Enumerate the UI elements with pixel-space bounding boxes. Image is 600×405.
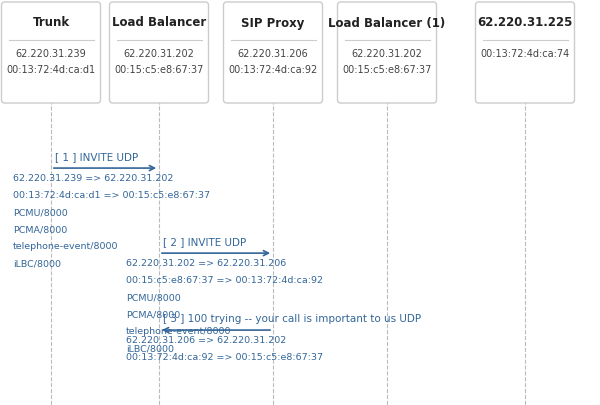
Text: Trunk: Trunk <box>32 17 70 30</box>
Text: 00:15:c5:e8:67:37: 00:15:c5:e8:67:37 <box>343 65 431 75</box>
Text: 62.220.31.206: 62.220.31.206 <box>238 49 308 59</box>
Text: SIP Proxy: SIP Proxy <box>241 17 305 30</box>
Text: 00:13:72:4d:ca:d1 => 00:15:c5:e8:67:37: 00:13:72:4d:ca:d1 => 00:15:c5:e8:67:37 <box>13 191 210 200</box>
Text: [ 2 ] INVITE UDP: [ 2 ] INVITE UDP <box>163 237 246 247</box>
Text: telephone-event/8000: telephone-event/8000 <box>126 327 232 336</box>
Text: 62.220.31.225: 62.220.31.225 <box>478 17 572 30</box>
Text: 00:15:c5:e8:67:37: 00:15:c5:e8:67:37 <box>115 65 203 75</box>
Text: PCMA/8000: PCMA/8000 <box>13 225 67 234</box>
FancyBboxPatch shape <box>2 2 101 103</box>
Text: iLBC/8000: iLBC/8000 <box>13 259 61 268</box>
Text: PCMU/8000: PCMU/8000 <box>126 293 181 302</box>
Text: 62.220.31.239 => 62.220.31.202: 62.220.31.239 => 62.220.31.202 <box>13 174 173 183</box>
Text: 00:13:72:4d:ca:92: 00:13:72:4d:ca:92 <box>229 65 317 75</box>
Text: [ 3 ] 100 trying -- your call is important to us UDP: [ 3 ] 100 trying -- your call is importa… <box>163 314 421 324</box>
Text: Load Balancer (1): Load Balancer (1) <box>328 17 446 30</box>
Text: 00:13:72:4d:ca:74: 00:13:72:4d:ca:74 <box>481 49 569 59</box>
FancyBboxPatch shape <box>110 2 209 103</box>
Text: 62.220.31.202: 62.220.31.202 <box>352 49 422 59</box>
Text: 62.220.31.202: 62.220.31.202 <box>124 49 194 59</box>
Text: iLBC/8000: iLBC/8000 <box>126 344 174 353</box>
Text: 00:15:c5:e8:67:37 => 00:13:72:4d:ca:92: 00:15:c5:e8:67:37 => 00:13:72:4d:ca:92 <box>126 276 323 285</box>
Text: 62.220.31.206 => 62.220.31.202: 62.220.31.206 => 62.220.31.202 <box>126 336 286 345</box>
Text: 00:13:72:4d:ca:92 => 00:15:c5:e8:67:37: 00:13:72:4d:ca:92 => 00:15:c5:e8:67:37 <box>126 353 323 362</box>
Text: 00:13:72:4d:ca:d1: 00:13:72:4d:ca:d1 <box>7 65 95 75</box>
Text: [ 1 ] INVITE UDP: [ 1 ] INVITE UDP <box>55 152 138 162</box>
Text: PCMA/8000: PCMA/8000 <box>126 310 180 319</box>
Text: 62.220.31.202 => 62.220.31.206: 62.220.31.202 => 62.220.31.206 <box>126 259 286 268</box>
FancyBboxPatch shape <box>337 2 437 103</box>
Text: 62.220.31.239: 62.220.31.239 <box>16 49 86 59</box>
Text: Load Balancer: Load Balancer <box>112 17 206 30</box>
Text: telephone-event/8000: telephone-event/8000 <box>13 242 119 251</box>
FancyBboxPatch shape <box>476 2 575 103</box>
Text: PCMU/8000: PCMU/8000 <box>13 208 68 217</box>
FancyBboxPatch shape <box>223 2 323 103</box>
